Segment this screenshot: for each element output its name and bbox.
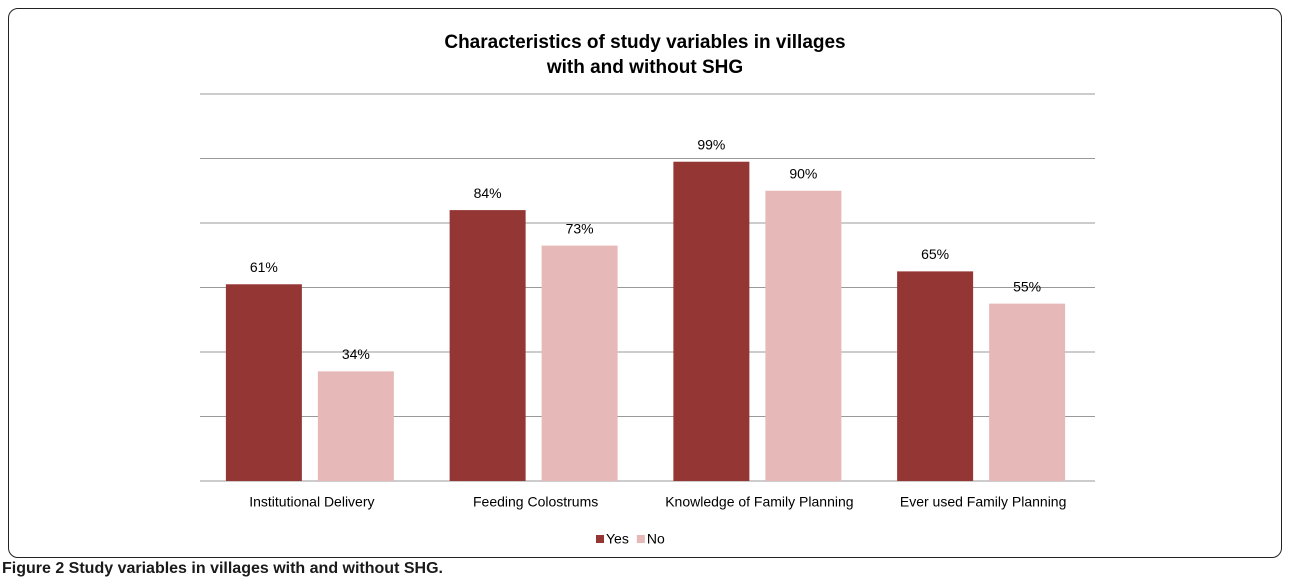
bar bbox=[317, 371, 394, 481]
data-label: 34% bbox=[342, 346, 370, 362]
data-label: 90% bbox=[789, 165, 817, 181]
data-label: 55% bbox=[1013, 278, 1041, 294]
data-label: 99% bbox=[697, 136, 725, 152]
legend-label: No bbox=[647, 531, 665, 547]
x-tick-label: Institutional Delivery bbox=[249, 494, 374, 510]
data-label: 65% bbox=[921, 246, 949, 262]
data-label: 84% bbox=[474, 185, 502, 201]
bar bbox=[449, 210, 526, 481]
bar bbox=[673, 161, 750, 481]
legend-swatch bbox=[636, 535, 645, 543]
chart-title: Characteristics of study variables in vi… bbox=[444, 32, 846, 78]
data-label: 61% bbox=[250, 259, 278, 275]
x-tick-label: Knowledge of Family Planning bbox=[665, 494, 853, 510]
x-tick-label: Ever used Family Planning bbox=[900, 494, 1067, 510]
legend-swatch bbox=[596, 535, 604, 543]
caption: Figure 2 Study variables in villages wit… bbox=[2, 560, 443, 577]
bar bbox=[541, 245, 618, 481]
legend-label: Yes bbox=[606, 531, 629, 547]
bar bbox=[765, 190, 842, 481]
x-tick-label: Feeding Colostrums bbox=[473, 494, 598, 510]
data-label: 73% bbox=[566, 220, 594, 236]
frame bbox=[8, 8, 1282, 558]
bar bbox=[225, 284, 302, 481]
bar bbox=[989, 303, 1066, 481]
bar bbox=[897, 271, 974, 481]
